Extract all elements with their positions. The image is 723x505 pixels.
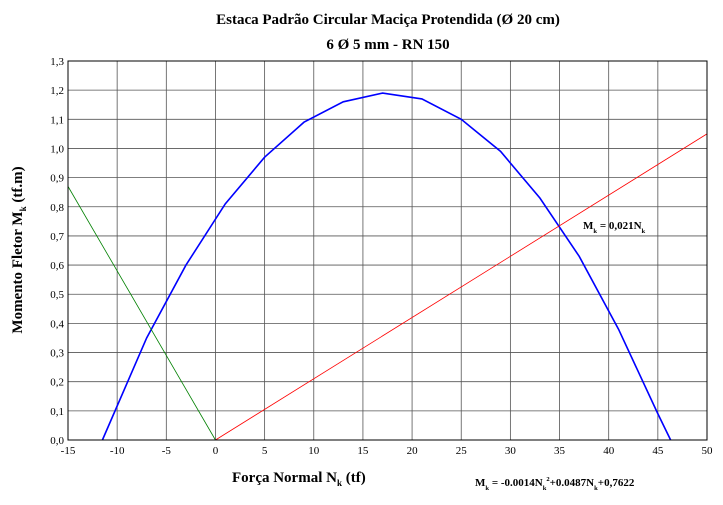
y-tick-label: 0,9	[50, 173, 64, 185]
y-tick-label: 0,2	[50, 377, 64, 389]
text-part: = 0,021N	[597, 220, 642, 232]
text-part: k	[337, 478, 342, 488]
annotation: Mk = 0,021Nk	[583, 220, 646, 235]
annotation: Mk = -0.0014Nk2+0.0487Nk+0,7622	[475, 476, 635, 492]
plot	[67, 92, 708, 441]
plot-frame	[67, 60, 708, 441]
text-part: +0.0487N	[550, 477, 595, 489]
text-part: M	[583, 220, 594, 232]
series-line	[67, 186, 216, 441]
chart-subtitle: 6 Ø 5 mm - RN 150	[326, 37, 449, 53]
x-tick-label: 30	[505, 445, 517, 457]
x-tick-label: 50	[702, 445, 714, 457]
text-part: k	[594, 485, 598, 492]
y-tick-label: 0,4	[50, 318, 64, 330]
y-tick-label: 0,6	[50, 260, 64, 272]
text-part: +0,7622	[598, 477, 635, 489]
x-tick-label: 5	[262, 445, 268, 457]
labels: -15 -10 -5 0 5 10 15 20 25 30 35 40 45 50 0,0 0,1 0,2 0,3…	[10, 56, 713, 492]
series-line	[101, 92, 672, 441]
text-part: M	[475, 477, 486, 489]
text-part: (tf.m)	[10, 166, 26, 206]
text-part: k	[642, 228, 646, 235]
y-tick-label: 1,1	[50, 114, 64, 126]
y-tick-label: 0,0	[50, 435, 64, 447]
x-tick-label: -5	[162, 445, 172, 457]
text-part: k	[543, 485, 547, 492]
x-tick-label: -15	[61, 445, 76, 457]
x-tick-label: 45	[652, 445, 664, 457]
y-tick-label: 0,5	[50, 289, 64, 301]
x-tick-label: 40	[603, 445, 615, 457]
text-part: k	[485, 485, 489, 492]
text-part: k	[593, 228, 597, 235]
series-line	[215, 133, 708, 441]
y-tick-label: 1,2	[50, 85, 64, 97]
x-tick-label: 20	[407, 445, 419, 457]
x-tick-label: 0	[213, 445, 219, 457]
y-axis-label: Momento Fletor Mk (tf.m)	[10, 166, 28, 333]
text-part: Momento Fletor M	[10, 211, 26, 333]
x-tick-label: 15	[357, 445, 369, 457]
x-tick-label: -10	[110, 445, 125, 457]
y-tick-label: 1,3	[50, 56, 64, 68]
text-part: = -0.0014N	[489, 477, 543, 489]
y-tick-label: 0,8	[50, 202, 64, 214]
grid	[67, 60, 708, 441]
x-tick-label: 10	[308, 445, 320, 457]
x-tick-label: 25	[456, 445, 468, 457]
y-tick-label: 1,0	[50, 143, 64, 155]
text-part: 2	[546, 476, 550, 483]
x-tick-label: 35	[554, 445, 566, 457]
y-tick-label: 0,3	[50, 348, 64, 360]
y-tick-label: 0,7	[50, 231, 64, 243]
text-part: k	[18, 206, 28, 211]
x-axis-label: Força Normal Nk (tf)	[232, 470, 366, 488]
chart-title: Estaca Padrão Circular Maciça Protendida…	[216, 12, 560, 28]
y-tick-label: 0,1	[50, 406, 64, 418]
text-part: (tf)	[342, 470, 366, 486]
text-part: Força Normal N	[232, 470, 337, 486]
